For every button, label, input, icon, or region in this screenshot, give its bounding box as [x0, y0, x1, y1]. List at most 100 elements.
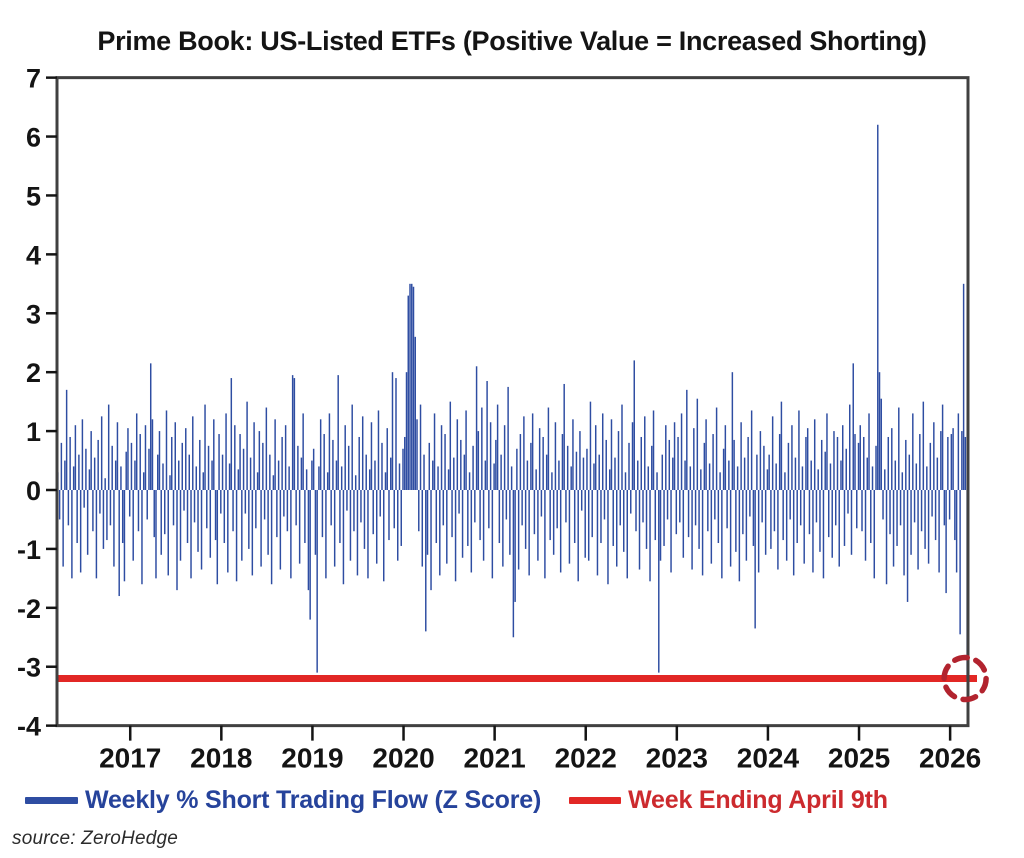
bar	[386, 428, 388, 490]
bar	[479, 490, 481, 541]
bar	[614, 457, 616, 490]
bar	[302, 413, 304, 490]
bar	[172, 490, 175, 526]
bar	[885, 490, 888, 585]
bar	[530, 442, 532, 490]
bar	[871, 466, 874, 490]
bar	[130, 442, 133, 490]
bar	[870, 490, 872, 544]
bar	[354, 475, 357, 490]
bar	[228, 463, 231, 490]
bar	[517, 490, 520, 570]
bar	[157, 454, 159, 490]
bar	[605, 439, 607, 490]
bar	[475, 366, 478, 490]
bar	[917, 490, 919, 570]
bar	[785, 490, 788, 561]
bar	[559, 490, 562, 573]
bar	[654, 490, 657, 541]
bar	[465, 410, 467, 490]
bar	[467, 490, 469, 546]
bar	[642, 490, 644, 523]
bar	[948, 490, 951, 520]
bar	[235, 490, 238, 582]
bar	[230, 378, 233, 490]
bar	[940, 431, 942, 490]
bar	[333, 490, 336, 567]
bar	[635, 490, 637, 532]
bar	[178, 460, 180, 490]
bar	[652, 410, 655, 490]
bar	[428, 442, 431, 490]
bar	[889, 490, 891, 535]
bar	[537, 490, 539, 561]
bar	[221, 454, 224, 490]
bar	[461, 490, 464, 558]
bar	[724, 425, 727, 490]
bar	[239, 434, 241, 490]
bar	[332, 439, 334, 490]
bar	[736, 466, 739, 490]
bar	[437, 466, 439, 490]
bar	[318, 466, 320, 490]
bar	[256, 472, 259, 490]
bar	[616, 490, 618, 567]
bar	[603, 490, 606, 520]
bar	[451, 490, 453, 538]
bar	[665, 425, 667, 490]
bar	[351, 404, 353, 490]
bar	[405, 372, 408, 490]
bar	[397, 490, 399, 561]
bar	[288, 466, 290, 490]
bar	[435, 490, 438, 544]
bar	[404, 436, 406, 490]
bar	[677, 436, 679, 490]
legend-line-swatch-red	[569, 797, 622, 804]
bar	[712, 434, 714, 490]
bar	[954, 490, 956, 541]
bar	[570, 466, 572, 490]
bar	[241, 490, 243, 561]
bar	[216, 490, 219, 585]
bar	[903, 490, 905, 576]
bar	[799, 490, 802, 526]
bar	[151, 419, 154, 490]
bar	[563, 383, 565, 490]
bar	[88, 469, 91, 490]
bar	[237, 469, 240, 490]
bar	[777, 490, 779, 570]
bar	[742, 490, 744, 535]
bar	[326, 472, 329, 490]
bar	[321, 490, 324, 538]
bar	[789, 490, 791, 520]
bar	[531, 413, 534, 490]
bar	[884, 469, 886, 490]
bar	[148, 448, 150, 490]
bar	[227, 490, 229, 573]
bar	[850, 490, 853, 555]
bar	[721, 490, 723, 579]
bar	[575, 451, 578, 490]
bar	[255, 490, 257, 529]
bar	[199, 439, 201, 490]
bar	[414, 336, 416, 490]
bar	[892, 490, 895, 567]
bar	[752, 490, 755, 546]
bar	[305, 469, 308, 490]
bar	[598, 454, 600, 490]
bar	[64, 460, 66, 490]
bar	[263, 490, 266, 520]
bar	[425, 490, 427, 632]
bar	[920, 490, 923, 532]
bar	[791, 425, 793, 490]
bar	[947, 436, 949, 490]
bar	[551, 472, 553, 490]
bar	[803, 490, 805, 564]
bar	[202, 472, 205, 490]
legend-label-series2: Week Ending April 9th	[628, 786, 888, 814]
bar	[663, 490, 665, 546]
bar	[887, 436, 890, 490]
bar	[700, 469, 702, 490]
bar	[552, 490, 555, 555]
bar	[342, 490, 345, 585]
